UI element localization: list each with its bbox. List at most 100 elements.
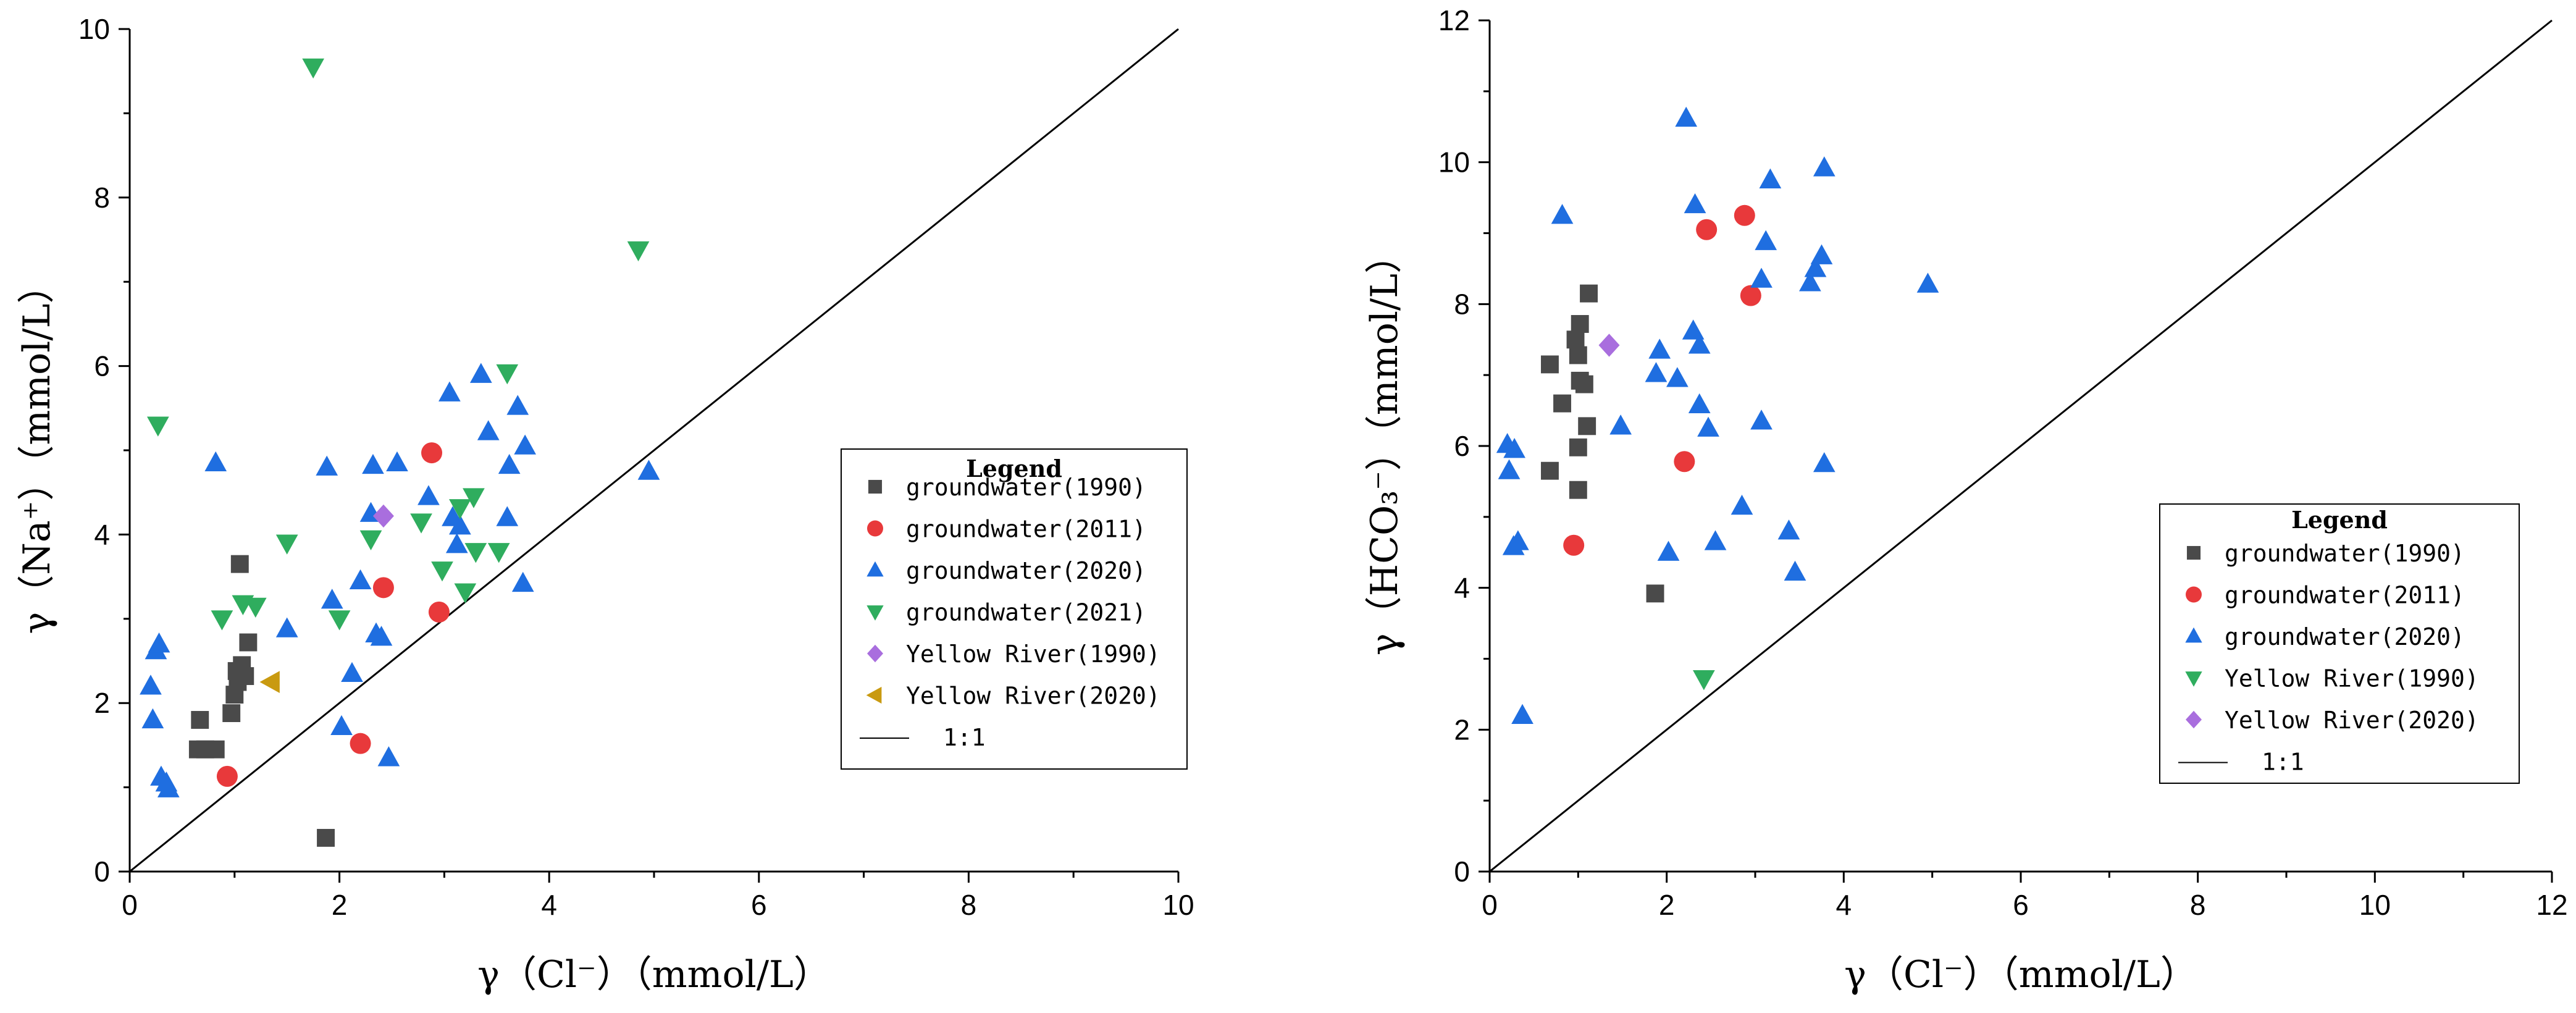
x-axis-title: γ（Cl⁻）（mmol/L） [477, 953, 831, 996]
x-tick-label: 0 [1482, 889, 1498, 921]
data-point [1569, 438, 1587, 456]
data-point [438, 381, 461, 401]
data-point [449, 515, 471, 535]
data-point [1571, 315, 1589, 333]
y-tick-label: 0 [1454, 855, 1470, 888]
y-tick-label: 4 [1454, 572, 1470, 604]
data-point [1750, 410, 1773, 430]
series-groundwater-2020 [1496, 106, 1939, 724]
chart-panel-hco3-vs-cl: 0 2 4 6 8 10 12 0 2 4 6 8 10 12 γ（Cl⁻）（mmol/L） γ（HCO₃⁻）… [1363, 4, 2568, 996]
data-point [1755, 230, 1777, 250]
data-point [496, 364, 519, 385]
series-groundwater-2011 [1563, 204, 1761, 556]
data-point [141, 708, 164, 729]
data-point [1688, 334, 1711, 354]
legend-entry-label: Yellow River(2020) [906, 683, 1160, 710]
legend-marker [868, 479, 883, 494]
data-point [1648, 338, 1671, 359]
data-point [216, 765, 238, 787]
data-point [506, 395, 529, 415]
data-point [302, 58, 324, 79]
data-point [1511, 704, 1533, 724]
legend-marker [866, 686, 882, 704]
data-point [204, 451, 227, 472]
data-point [463, 488, 485, 508]
legend-marker [2186, 586, 2202, 603]
y-axis-title: γ（HCO₃⁻）（mmol/L） [1363, 237, 1406, 655]
x-tick-label: 6 [2013, 889, 2029, 921]
legend-marker [866, 605, 884, 621]
data-point [330, 715, 353, 735]
data-point [1657, 540, 1680, 561]
legend-marker [2186, 710, 2202, 729]
data-point [1674, 451, 1695, 473]
series-yellow-river-1990 [1693, 670, 1715, 691]
data-point [1575, 375, 1593, 393]
legend-entry-label: 1:1 [2262, 749, 2304, 776]
legend-box [2159, 503, 2520, 784]
series-groundwater-2020 [140, 363, 660, 797]
legend-entry-label: 1:1 [943, 724, 986, 751]
data-point [1916, 272, 1939, 293]
data-point [1740, 285, 1761, 306]
data-point [1563, 534, 1585, 556]
data-point [627, 241, 650, 262]
legend-entry-label: groundwater(2011) [906, 516, 1146, 543]
data-point [1684, 193, 1706, 214]
series-yellow-river-1990 [372, 504, 394, 528]
y-tick-label: 2 [94, 687, 110, 719]
data-point [454, 583, 477, 603]
data-point [349, 569, 372, 590]
x-tick-label: 10 [1162, 889, 1194, 921]
data-point [1810, 244, 1833, 264]
data-point [410, 513, 432, 534]
data-point [1682, 319, 1705, 340]
data-point [1507, 530, 1529, 550]
x-tick-label: 4 [1836, 889, 1852, 921]
legend-entry-label: Yellow River(2020) [2225, 707, 2479, 734]
legend-marker [2185, 671, 2202, 687]
axes: 0 2 4 6 8 10 12 0 2 4 6 8 10 12 [1438, 4, 2568, 921]
data-point [1813, 156, 1836, 177]
data-point [275, 534, 298, 555]
axes: 0 2 4 6 8 10 0 2 4 6 8 10 [78, 13, 1194, 921]
data-point [445, 533, 468, 553]
x-tick-label: 12 [2536, 889, 2567, 921]
data-point [341, 662, 363, 683]
data-point [1551, 204, 1574, 224]
data-point [1498, 459, 1521, 479]
x-tick-label: 2 [332, 889, 348, 921]
y-tick-label: 10 [78, 13, 110, 45]
data-point [321, 589, 343, 609]
data-point [370, 626, 393, 646]
data-point [236, 667, 254, 686]
y-tick-label: 8 [1454, 288, 1470, 320]
data-point [1646, 584, 1664, 603]
legend-entry-label: groundwater(2021) [906, 599, 1146, 626]
data-point [244, 597, 267, 618]
legend-marker [2186, 545, 2201, 560]
data-point [259, 671, 280, 693]
data-point [157, 777, 180, 797]
data-point [477, 420, 500, 440]
data-point [1731, 494, 1753, 515]
data-point [1666, 367, 1689, 387]
legend-marker [867, 644, 883, 663]
legend-box [841, 448, 1188, 770]
data-point [487, 543, 510, 563]
y-tick-label: 4 [94, 518, 110, 550]
data-point [1704, 530, 1727, 550]
x-tick-label: 4 [541, 889, 557, 921]
data-point [230, 555, 249, 573]
data-point [1784, 560, 1806, 581]
legend-title: Legend [2291, 506, 2388, 534]
y-tick-label: 10 [1438, 146, 1470, 179]
data-point [328, 610, 351, 631]
data-point [637, 460, 660, 480]
data-point [317, 828, 335, 847]
y-tick-label: 12 [1438, 4, 1470, 36]
data-point [362, 453, 384, 474]
data-point [206, 740, 225, 759]
legend-entry-label: groundwater(1990) [2225, 540, 2465, 567]
